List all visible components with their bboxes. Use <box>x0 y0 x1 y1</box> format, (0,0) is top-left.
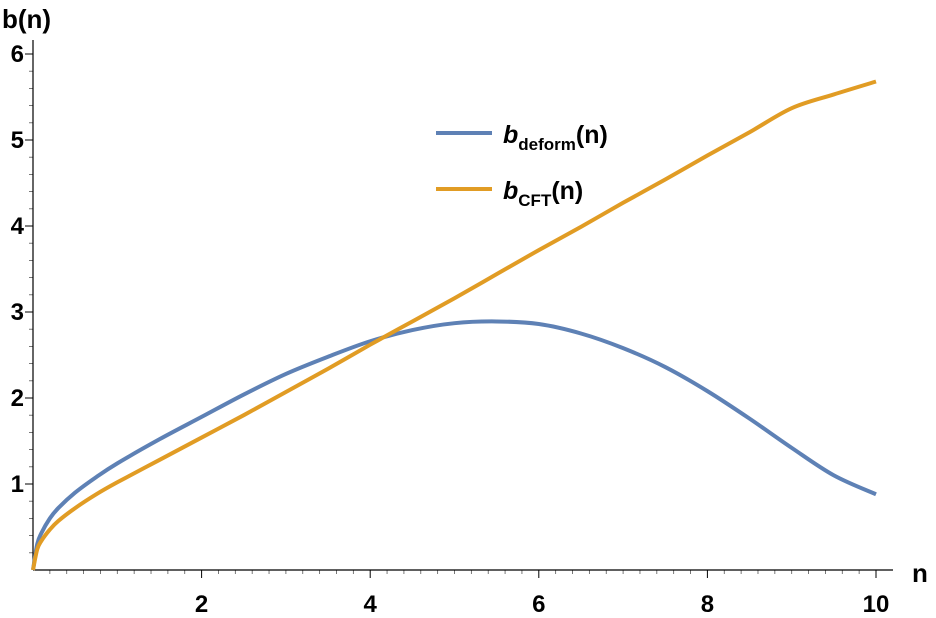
series-line-cft <box>31 79 877 571</box>
legend-label-cft-main: b <box>503 177 518 205</box>
x-tick-label: 2 <box>195 591 208 618</box>
legend-label-cft: bCFT(n) <box>503 177 583 210</box>
x-tick-label: 6 <box>532 591 545 618</box>
legend: bdeform(n) bCFT(n) <box>436 121 608 210</box>
y-tick-label: 4 <box>11 213 25 240</box>
legend-label-deform-sub: deform <box>518 135 576 154</box>
legend-label-cft-sub: CFT <box>518 191 552 210</box>
x-tick-label: 4 <box>364 591 378 618</box>
legend-label-deform-suffix: (n) <box>576 121 608 149</box>
legend-label-deform: bdeform(n) <box>503 121 608 154</box>
minor-ticks <box>29 70 860 574</box>
x-tick-label: 10 <box>863 591 890 618</box>
y-tick-label: 3 <box>11 299 24 326</box>
legend-label-cft-suffix: (n) <box>551 177 583 205</box>
y-tick-label: 1 <box>11 471 24 498</box>
y-tick-label: 6 <box>11 41 24 68</box>
x-axis-title: n <box>912 558 928 588</box>
y-tick-label: 5 <box>11 127 24 154</box>
y-tick-label: 2 <box>11 385 24 412</box>
legend-label-deform-main: b <box>503 121 518 149</box>
y-axis-title: b(n) <box>2 4 51 34</box>
series-layer <box>31 79 877 571</box>
x-tick-label: 8 <box>701 591 714 618</box>
series-line-deform <box>31 319 877 571</box>
